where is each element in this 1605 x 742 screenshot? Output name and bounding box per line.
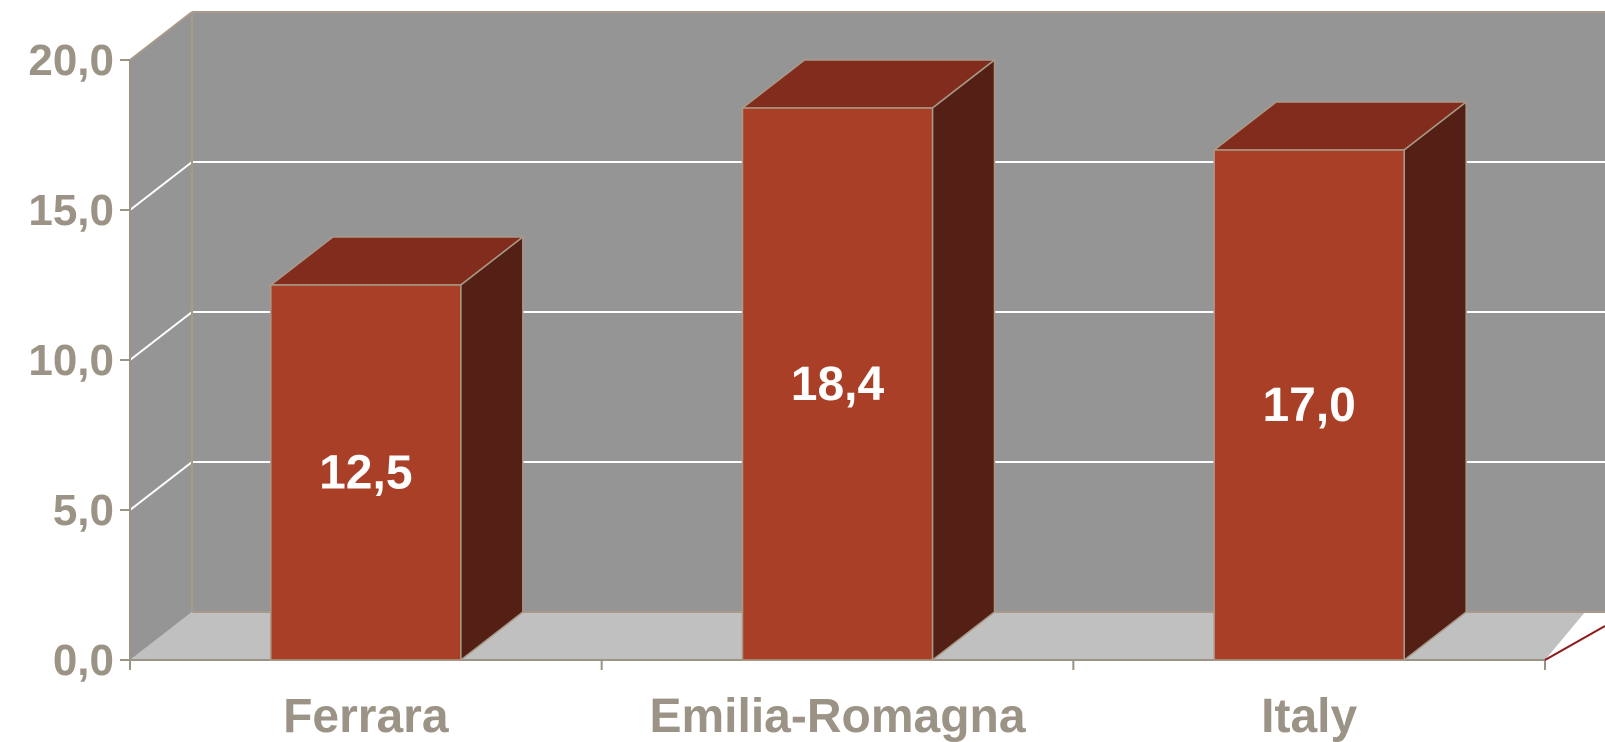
x-category-label: Italy <box>1261 690 1357 742</box>
y-tick-label: 15,0 <box>28 186 114 235</box>
y-tick-label: 20,0 <box>28 36 114 85</box>
bar-value-label: 12,5 <box>319 447 412 500</box>
bar-front-face <box>1213 149 1405 661</box>
y-tick-label: 0,0 <box>53 636 114 685</box>
bar-value-label: 18,4 <box>791 358 885 411</box>
bar-front-face <box>741 107 934 661</box>
bar-italy: 17,0 <box>1211 100 1469 662</box>
bar-side-face <box>931 58 996 662</box>
bar-value-label: 17,0 <box>1262 379 1355 432</box>
bar-front-face <box>270 284 462 661</box>
x-category-label: Emilia-Romagna <box>649 690 1025 742</box>
x-category-label: Ferrara <box>283 690 449 742</box>
bar-side-face <box>1403 100 1467 662</box>
y-tick-label: 10,0 <box>28 336 114 385</box>
floor-right-edge <box>1544 625 1605 661</box>
bar-ferrara: 12,5 <box>268 235 526 662</box>
gridline-side <box>129 311 193 361</box>
gridline-side <box>129 461 193 511</box>
bar-emilia-romagna: 18,4 <box>740 58 997 662</box>
gridline-side <box>129 161 193 211</box>
y-tick-label: 5,0 <box>53 486 114 535</box>
wall-top-edge <box>129 11 193 61</box>
bar-side-face <box>460 235 524 662</box>
